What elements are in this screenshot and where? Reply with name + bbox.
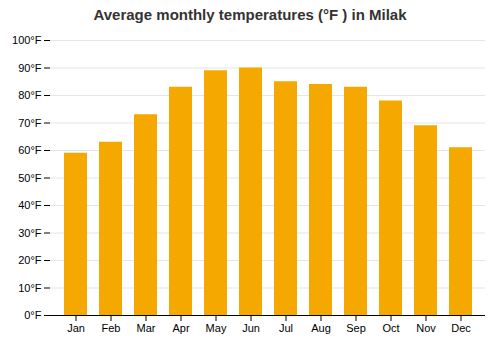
svg-text:Nov: Nov xyxy=(416,322,436,334)
svg-text:90°F: 90°F xyxy=(18,62,42,74)
svg-text:20°F: 20°F xyxy=(18,254,42,266)
svg-text:40°F: 40°F xyxy=(18,199,42,211)
svg-text:10°F: 10°F xyxy=(18,282,42,294)
svg-text:May: May xyxy=(206,322,227,334)
svg-text:Dec: Dec xyxy=(451,322,471,334)
svg-text:100°F: 100°F xyxy=(12,34,42,46)
svg-text:Oct: Oct xyxy=(382,322,399,334)
svg-text:Sep: Sep xyxy=(346,322,366,334)
svg-text:Jun: Jun xyxy=(242,322,260,334)
svg-text:Jul: Jul xyxy=(279,322,293,334)
svg-text:0°F: 0°F xyxy=(24,309,42,321)
svg-text:Feb: Feb xyxy=(102,322,121,334)
svg-text:Aug: Aug xyxy=(311,322,331,334)
svg-text:Apr: Apr xyxy=(172,322,189,334)
svg-text:50°F: 50°F xyxy=(18,172,42,184)
html-text:Average monthly temperatures (: Average monthly temperatures (°F ) in Mi… xyxy=(93,6,407,23)
svg-text:30°F: 30°F xyxy=(18,227,42,239)
svg-text:80°F: 80°F xyxy=(18,89,42,101)
svg-text:60°F: 60°F xyxy=(18,144,42,156)
svg-text:70°F: 70°F xyxy=(18,117,42,129)
svg-text:Mar: Mar xyxy=(137,322,156,334)
svg-text:Jan: Jan xyxy=(67,322,85,334)
